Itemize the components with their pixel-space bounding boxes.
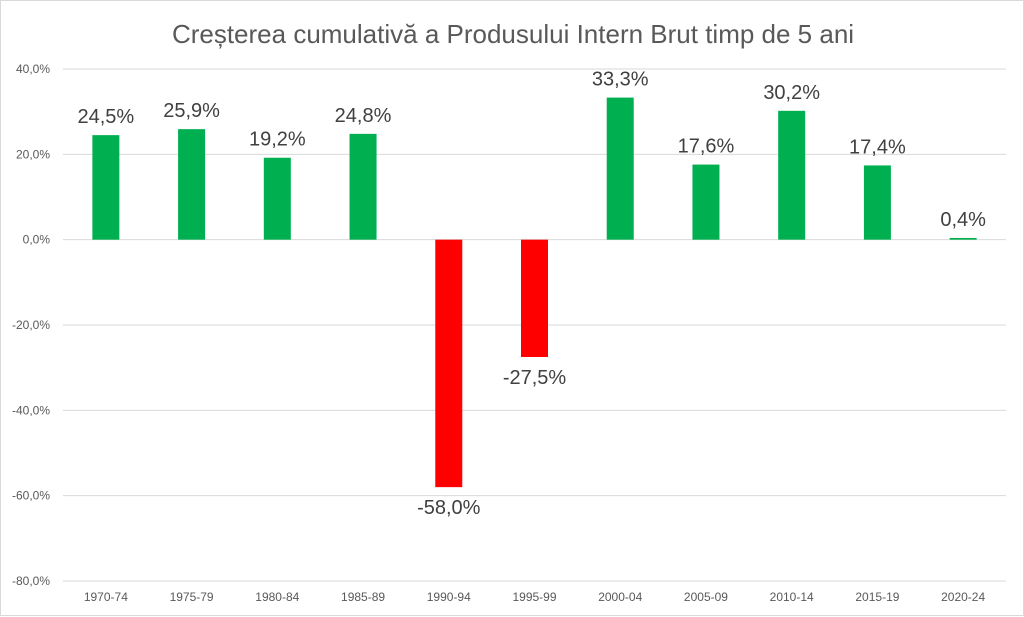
bar-1980-84: [263, 157, 291, 240]
bar-2000-04: [606, 97, 634, 240]
bar-1975-79: [178, 129, 206, 240]
y-tick-label: -60,0%: [12, 489, 50, 503]
bar-2010-14: [778, 110, 806, 240]
x-axis-ticks: 1970-74 1975-79 1980-84 1985-89 1990-94 1995-…: [84, 590, 986, 604]
x-tick-label: 1980-84: [255, 590, 299, 604]
x-tick-label: 1970-74: [84, 590, 128, 604]
bar-2015-19: [863, 165, 891, 240]
x-tick-label: 2020-24: [941, 590, 985, 604]
bar-2020-24: [949, 237, 977, 240]
data-label: 25,9%: [163, 100, 220, 122]
y-tick-label: 0,0%: [23, 233, 51, 247]
data-label: 24,5%: [78, 106, 135, 128]
data-label: 33,3%: [592, 69, 649, 91]
chart-title: Creșterea cumulativă a Produsului Intern…: [172, 19, 854, 49]
x-tick-label: 1985-89: [341, 590, 385, 604]
bar-1985-89: [349, 133, 377, 240]
bar-2005-09: [692, 164, 720, 240]
x-tick-label: 2015-19: [855, 590, 899, 604]
data-label: -27,5%: [503, 367, 567, 389]
data-label: 30,2%: [763, 82, 820, 104]
x-tick-label: 1975-79: [170, 590, 214, 604]
data-label: 17,6%: [678, 136, 735, 158]
data-label: 19,2%: [249, 129, 306, 151]
y-tick-label: 20,0%: [16, 147, 50, 161]
y-tick-label: -20,0%: [12, 318, 50, 332]
data-label: 0,4%: [940, 209, 986, 231]
bar-1990-94: [435, 239, 463, 488]
data-labels: 24,5% 25,9% 19,2% 24,8% -58,0% -27,5% 33,3% 17,…: [78, 69, 987, 520]
x-tick-label: 2010-14: [770, 590, 814, 604]
x-tick-label: 2005-09: [684, 590, 728, 604]
data-label: -58,0%: [417, 497, 481, 519]
y-tick-label: -40,0%: [12, 403, 50, 417]
bar-1970-74: [92, 135, 120, 240]
y-tick-label: -80,0%: [12, 574, 50, 588]
y-tick-label: 40,0%: [16, 62, 50, 76]
x-tick-label: 2000-04: [598, 590, 642, 604]
data-label: 17,4%: [849, 136, 906, 158]
x-tick-label: 1990-94: [427, 590, 471, 604]
bars: [92, 97, 977, 488]
y-axis-ticks: 40,0% 20,0% 0,0% -20,0% -40,0% -60,0% -80,0%: [12, 62, 50, 588]
data-label: 24,8%: [335, 105, 392, 127]
x-tick-label: 1995-99: [512, 590, 556, 604]
bar-1995-99: [521, 239, 548, 357]
